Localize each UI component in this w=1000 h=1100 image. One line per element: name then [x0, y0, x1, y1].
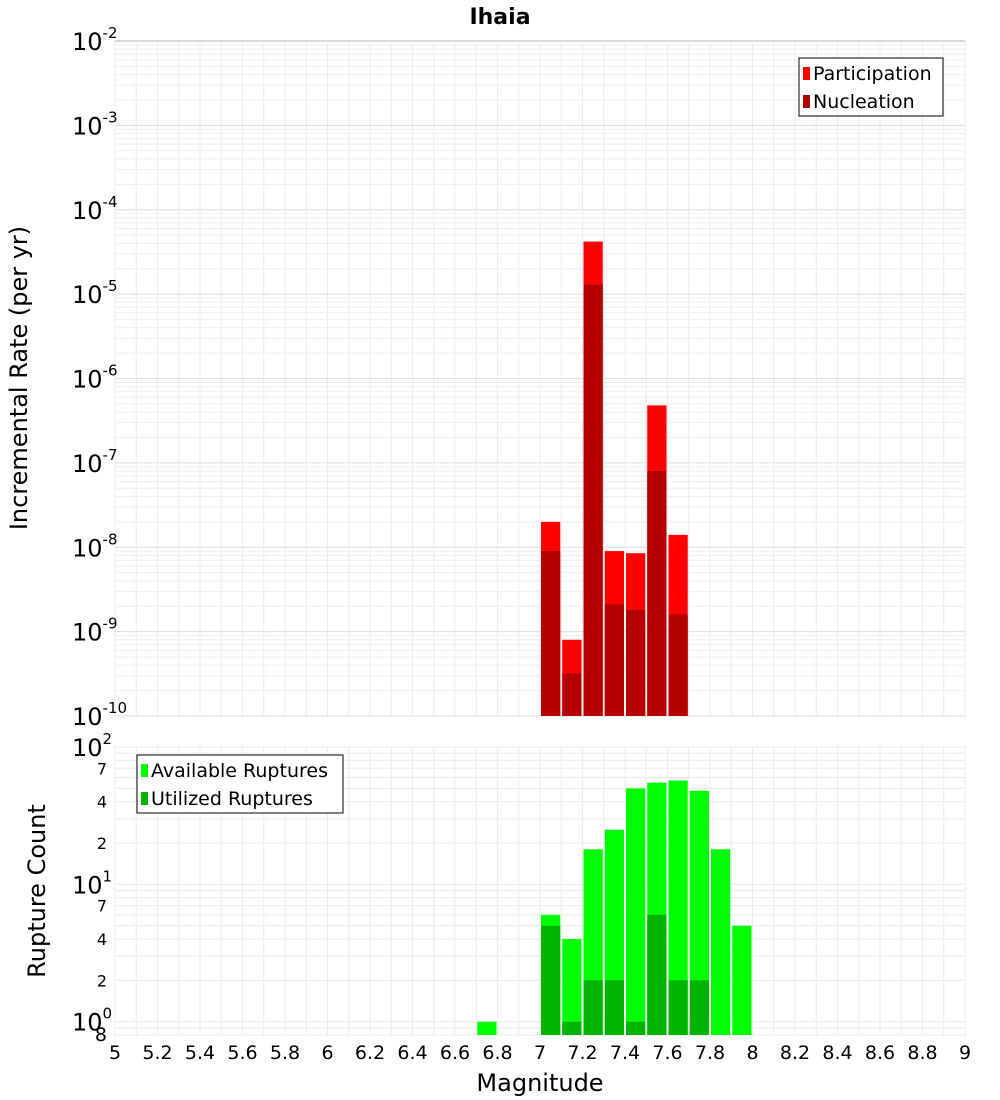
- bar-available-ruptures: [732, 925, 752, 1035]
- bar-nucleation: [583, 284, 603, 716]
- bar-utilized-ruptures: [626, 1021, 646, 1035]
- legend-swatch: [141, 764, 148, 777]
- y-tick-label: 10-4: [72, 193, 118, 225]
- x-axis-label: Magnitude: [476, 1069, 603, 1097]
- x-tick-label: 8.6: [865, 1042, 895, 1064]
- x-tick-label: 6: [321, 1042, 333, 1064]
- x-tick-label: 5.6: [227, 1042, 257, 1064]
- x-tick-label: 5: [109, 1042, 121, 1064]
- bar-nucleation: [604, 604, 624, 716]
- legend-swatch: [803, 67, 810, 80]
- x-tick-label: 7.2: [567, 1042, 597, 1064]
- bar-nucleation: [647, 471, 667, 716]
- x-tick-label: 9: [959, 1042, 971, 1064]
- x-tick-label: 5.4: [185, 1042, 215, 1064]
- y-tick-label: 4: [97, 793, 107, 812]
- bar-available-ruptures: [477, 1021, 497, 1035]
- count-panel: 102 101 100 7 4 2 7 4 2 8 Available Ruptures Utili…: [72, 730, 966, 1046]
- y-tick-label: 10-10: [72, 699, 127, 731]
- rate-panel: 10-10 10-9 10-8 10-7 10-6 10-5 10-4 10-3 10-2 Pa…: [72, 24, 966, 731]
- legend-box: [136, 754, 344, 814]
- y-tick-label: 102: [72, 730, 112, 762]
- x-tick-labels: 5 5.2 5.4 5.6 5.8 6 6.2 6.4 6.6 6.8 7 7.2 7.4 7.6 7.8 8…: [109, 1042, 971, 1064]
- y-tick-label: 10-6: [72, 362, 118, 394]
- x-tick-label: 5.2: [142, 1042, 172, 1064]
- rate-y-axis-label: Incremental Rate (per yr): [5, 226, 33, 530]
- y-tick-label: 7: [97, 897, 107, 916]
- x-tick-label: 8.8: [907, 1042, 937, 1064]
- bar-available-ruptures: [711, 849, 731, 1035]
- y-tick-label: 100: [72, 1005, 112, 1037]
- bar-utilized-ruptures: [562, 1021, 582, 1035]
- y-tick-label: 10-9: [72, 615, 118, 647]
- x-tick-label: 8: [746, 1042, 758, 1064]
- y-tick-label: 4: [97, 930, 107, 949]
- legend-swatch: [141, 792, 148, 805]
- rate-bars: [541, 241, 688, 717]
- x-tick-label: 5.8: [270, 1042, 300, 1064]
- legend-label: Nucleation: [813, 91, 915, 113]
- y-tick-label: 10-2: [72, 24, 118, 56]
- x-tick-label: 6.6: [440, 1042, 470, 1064]
- x-tick-label: 8.2: [780, 1042, 810, 1064]
- y-tick-label: 2: [97, 834, 107, 853]
- count-y-axis-label: Rupture Count: [23, 804, 51, 978]
- x-tick-label: 7.8: [695, 1042, 725, 1064]
- legend-swatch: [803, 95, 810, 108]
- x-tick-label: 6.8: [482, 1042, 512, 1064]
- bar-utilized-ruptures: [647, 914, 667, 1035]
- rate-y-tick-labels: 10-10 10-9 10-8 10-7 10-6 10-5 10-4 10-3 10-2: [72, 24, 127, 731]
- y-tick-label: 10-5: [72, 277, 118, 309]
- rate-grid: [114, 41, 966, 717]
- y-tick-label: 2: [97, 971, 107, 990]
- bar-available-ruptures: [562, 939, 582, 1035]
- y-tick-label: 8: [95, 1024, 107, 1046]
- bar-utilized-ruptures: [583, 980, 603, 1035]
- legend-label: Utilized Ruptures: [151, 788, 313, 810]
- bar-utilized-ruptures: [541, 925, 561, 1035]
- y-tick-label: 10-3: [72, 108, 118, 140]
- legend-box: [798, 57, 944, 117]
- y-tick-label: 10-7: [72, 446, 118, 478]
- x-tick-label: 8.4: [822, 1042, 852, 1064]
- count-bars: [477, 780, 752, 1035]
- bar-available-ruptures: [689, 790, 709, 1035]
- rate-legend: Participation Nucleation: [798, 57, 944, 117]
- x-tick-label: 7: [534, 1042, 546, 1064]
- bar-nucleation: [562, 673, 582, 716]
- x-tick-label: 7.6: [652, 1042, 682, 1064]
- y-tick-label: 101: [72, 867, 112, 899]
- count-legend: Available Ruptures Utilized Ruptures: [136, 754, 344, 814]
- legend-label: Participation: [813, 63, 932, 85]
- bar-utilized-ruptures: [604, 980, 624, 1035]
- y-tick-label: 7: [97, 759, 107, 778]
- bar-available-ruptures: [626, 788, 646, 1035]
- bar-utilized-ruptures: [689, 980, 709, 1035]
- count-y-tick-labels: 102 101 100 7 4 2 7 4 2 8: [72, 730, 112, 1046]
- bar-nucleation: [541, 551, 561, 716]
- bar-nucleation: [626, 610, 646, 716]
- legend-label: Available Ruptures: [151, 760, 328, 782]
- y-tick-label: 10-8: [72, 530, 118, 562]
- x-tick-label: 6.2: [355, 1042, 385, 1064]
- x-tick-label: 6.4: [397, 1042, 427, 1064]
- x-tick-label: 7.4: [610, 1042, 640, 1064]
- bar-available-ruptures: [668, 780, 688, 1035]
- bar-nucleation: [668, 614, 688, 716]
- chart-title: Ihaia: [469, 5, 530, 30]
- bar-utilized-ruptures: [668, 980, 688, 1035]
